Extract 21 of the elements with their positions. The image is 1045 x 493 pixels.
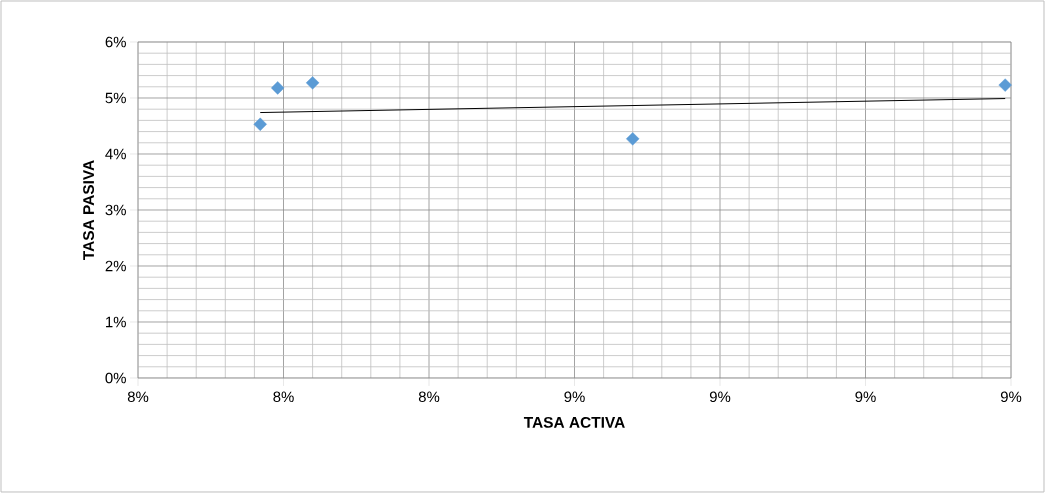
point — [271, 81, 285, 95]
x-tick-label: 8% — [273, 391, 294, 403]
point — [253, 117, 267, 131]
x-tick-label: 9% — [709, 391, 731, 403]
x-tick-label: 8% — [418, 391, 440, 403]
x-tick-label: 9% — [855, 391, 876, 403]
y-tick-label: 4% — [105, 148, 126, 160]
y-tick-label: 3% — [105, 204, 126, 216]
x-tick-label: 8% — [127, 391, 149, 403]
y-tick-label: 5% — [105, 92, 126, 104]
y-tick-label: 1% — [106, 316, 126, 328]
x-axis-title: TASA ACTIVA — [523, 416, 625, 428]
point — [305, 76, 320, 90]
point — [626, 132, 640, 146]
x-tick-label: 9% — [564, 391, 585, 403]
point — [998, 78, 1012, 92]
y-tick-label: 0% — [105, 372, 126, 384]
y-axis-title: TASA PASIVA — [83, 160, 95, 261]
x-tick-label: 9% — [1000, 391, 1022, 403]
y-tick-label: 6% — [105, 36, 126, 48]
y-tick-label: 2% — [105, 260, 126, 272]
